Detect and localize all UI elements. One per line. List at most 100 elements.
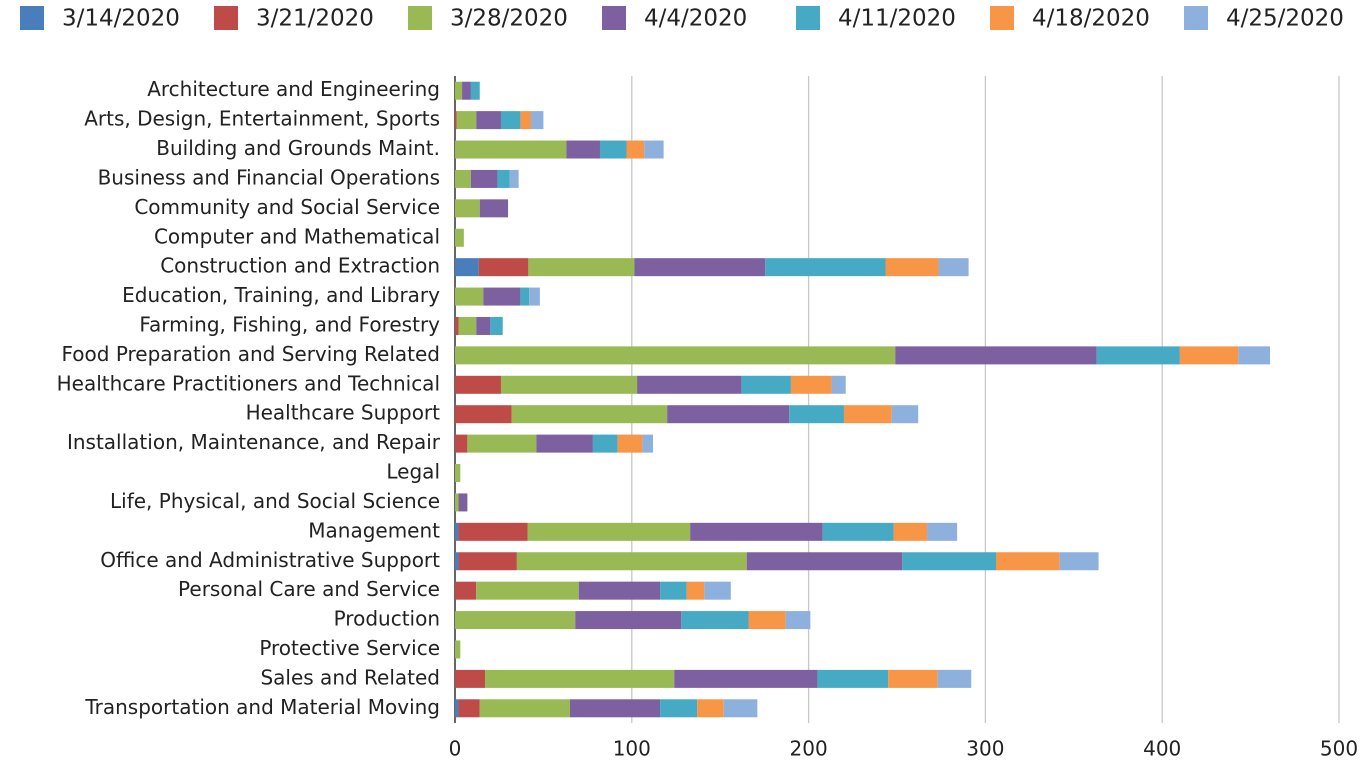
bar-segment xyxy=(455,81,463,100)
y-tick-label: Protective Service xyxy=(259,636,440,660)
bar-segment xyxy=(455,287,484,306)
legend-swatch xyxy=(602,6,626,30)
bar-segment xyxy=(455,552,459,571)
bar-segment xyxy=(455,111,457,130)
y-tick-label: Farming, Fishing, and Forestry xyxy=(139,312,440,336)
bar-segment xyxy=(458,699,480,718)
y-tick-label: Architecture and Engineering xyxy=(147,77,440,101)
y-tick-label: Production xyxy=(334,607,440,631)
bar-segment xyxy=(741,375,791,394)
bar-segment xyxy=(996,552,1060,571)
bar-segment xyxy=(455,169,471,188)
bar-segment xyxy=(458,522,528,541)
bar-segment xyxy=(634,258,766,277)
bar-segment xyxy=(455,669,486,688)
y-tick-label: Management xyxy=(308,518,440,542)
bar-segment xyxy=(674,669,818,688)
bar-segment xyxy=(467,434,537,453)
bar-segment xyxy=(1179,346,1239,365)
bar-segment xyxy=(476,581,579,600)
bar-segment xyxy=(927,522,958,541)
x-tick-label: 0 xyxy=(449,737,462,761)
bar-segment xyxy=(937,669,972,688)
bar-segment xyxy=(817,669,889,688)
bar-segment xyxy=(455,699,459,718)
bar-segment xyxy=(455,611,576,630)
bar-segment xyxy=(478,258,529,277)
bar-segment xyxy=(765,258,886,277)
bar-segment xyxy=(531,111,544,130)
bar-segment xyxy=(789,405,844,424)
bar-segment xyxy=(455,405,512,424)
bar-segment xyxy=(528,258,635,277)
bar-segment xyxy=(536,434,593,453)
bar-segment xyxy=(479,199,509,218)
bar-segment xyxy=(569,699,661,718)
bar-segment xyxy=(578,581,661,600)
y-tick-label: Food Preparation and Serving Related xyxy=(62,342,441,366)
bar-segment xyxy=(626,140,645,159)
legend-swatch xyxy=(408,6,432,30)
bar-segment xyxy=(644,140,664,159)
legend-label: 3/28/2020 xyxy=(450,6,568,32)
bar-segment xyxy=(1238,346,1271,365)
bar-segment xyxy=(470,81,480,100)
bar-segment xyxy=(822,522,894,541)
bar-segment xyxy=(938,258,969,277)
bar-segment xyxy=(497,169,510,188)
bar-segment xyxy=(455,199,480,218)
bar-segment xyxy=(527,522,691,541)
bar-segment xyxy=(476,316,491,335)
bar-segment xyxy=(462,81,471,100)
bar-segment xyxy=(455,228,464,247)
y-tick-label: Legal xyxy=(386,460,440,484)
y-tick-label: Personal Care and Service xyxy=(178,577,440,601)
bar-segment xyxy=(455,522,459,541)
bar-segment xyxy=(697,699,724,718)
y-tick-label: Education, Training, and Library xyxy=(122,283,440,307)
y-tick-label: Life, Physical, and Social Science xyxy=(110,489,440,513)
x-tick-label: 100 xyxy=(613,737,651,761)
bar-segment xyxy=(456,111,477,130)
bar-segment xyxy=(455,316,459,335)
y-tick-label: Healthcare Support xyxy=(246,401,441,425)
legend-label: 3/14/2020 xyxy=(62,6,180,32)
bar-segment xyxy=(566,140,600,159)
bar-segment xyxy=(455,346,896,365)
bar-segment xyxy=(746,552,903,571)
legend-label: 4/25/2020 xyxy=(1226,6,1344,32)
y-tick-label: Computer and Mathematical xyxy=(154,224,440,248)
y-tick-label: Community and Social Service xyxy=(134,195,440,219)
y-tick-label: Transportation and Material Moving xyxy=(84,695,440,719)
bar-segment xyxy=(690,522,823,541)
bar-segment xyxy=(455,581,477,600)
bar-segment xyxy=(455,493,459,512)
bar-segment xyxy=(885,258,939,277)
bar-segment xyxy=(893,522,928,541)
bar-segment xyxy=(1096,346,1180,365)
y-tick-label: Healthcare Practitioners and Technical xyxy=(57,371,440,395)
bar-segment xyxy=(637,375,742,394)
y-tick-label: Business and Financial Operations xyxy=(98,165,440,189)
y-tick-label: Installation, Maintenance, and Repair xyxy=(67,430,441,454)
x-tick-label: 500 xyxy=(1320,737,1358,761)
bar-segment xyxy=(455,375,501,394)
bar-segment xyxy=(458,493,468,512)
bar-segment xyxy=(509,169,519,188)
bar-segment xyxy=(785,611,811,630)
legend-label: 4/11/2020 xyxy=(838,6,956,32)
bar-segment xyxy=(511,405,668,424)
bar-segment xyxy=(483,287,521,306)
bar-segment xyxy=(520,287,530,306)
bar-segment xyxy=(458,552,517,571)
bar-segment xyxy=(891,405,919,424)
bar-segment xyxy=(490,316,503,335)
bar-segment xyxy=(1059,552,1099,571)
legend-swatch xyxy=(1184,6,1208,30)
bar-segment xyxy=(520,111,532,130)
y-tick-label: Sales and Related xyxy=(260,665,440,689)
bar-segment xyxy=(790,375,832,394)
bar-segment xyxy=(681,611,749,630)
legend-swatch xyxy=(990,6,1014,30)
